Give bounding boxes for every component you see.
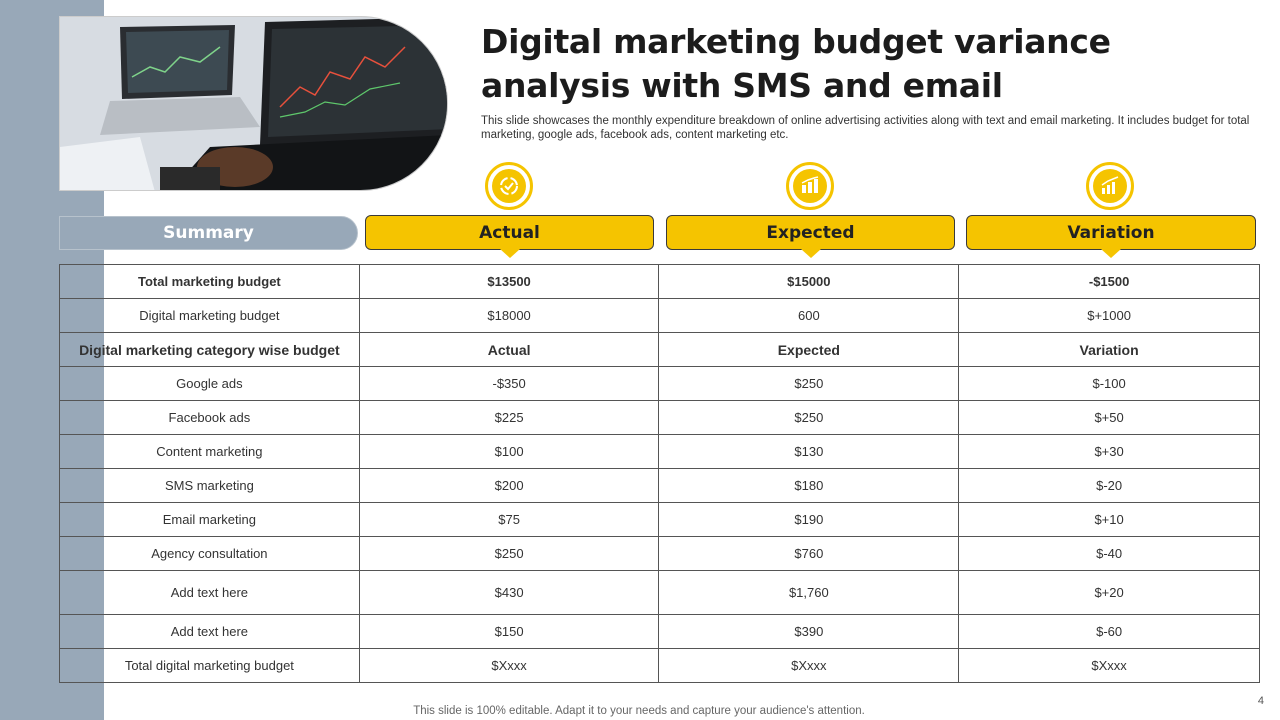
laptop-photo xyxy=(59,16,448,191)
table-cell: $15000 xyxy=(658,264,960,299)
table-row: Content marketing $100 $130 $+30 xyxy=(59,434,1260,469)
table-cell: $+20 xyxy=(958,570,1260,615)
table-cell: $130 xyxy=(658,434,960,469)
table-cell: $-60 xyxy=(958,614,1260,649)
table-row: Total marketing budget $13500 $15000 -$1… xyxy=(59,264,1260,299)
table-cell: $13500 xyxy=(358,264,660,299)
table-cell: $18000 xyxy=(358,298,660,333)
table-row: Agency consultation $250 $760 $-40 xyxy=(59,536,1260,571)
table-cell: $Xxxx xyxy=(958,648,1260,683)
table-cell: $430 xyxy=(358,570,660,615)
table-cell: $+50 xyxy=(958,400,1260,435)
table-row: Google ads -$350 $250 $-100 xyxy=(59,366,1260,401)
table-cell: -$350 xyxy=(358,366,660,401)
table-row: Digital marketing budget $18000 600 $+10… xyxy=(59,298,1260,333)
table-cell: Add text here xyxy=(59,570,360,615)
table-cell: $+1000 xyxy=(958,298,1260,333)
table-subheader-row: Digital marketing category wise budget A… xyxy=(59,332,1260,367)
table-cell: Actual xyxy=(358,332,660,367)
summary-label: Summary xyxy=(59,216,358,250)
actual-pointer xyxy=(499,249,520,258)
expected-header-label: Expected xyxy=(766,222,855,243)
table-cell: $390 xyxy=(658,614,960,649)
table-cell: Expected xyxy=(658,332,960,367)
table-cell: $250 xyxy=(658,400,960,435)
variation-header: Variation xyxy=(966,215,1256,258)
expected-pointer xyxy=(800,249,821,258)
table-row: Facebook ads $225 $250 $+50 xyxy=(59,400,1260,435)
growth-bars-icon xyxy=(1086,162,1134,210)
slide-title: Digital marketing budget variance analys… xyxy=(481,22,1111,105)
table-cell: $100 xyxy=(358,434,660,469)
variation-header-label: Variation xyxy=(1067,222,1155,243)
table-cell: $+30 xyxy=(958,434,1260,469)
table-cell: Digital marketing category wise budget xyxy=(59,332,360,367)
table-cell: Content marketing xyxy=(59,434,360,469)
table-cell: $75 xyxy=(358,502,660,537)
table-cell: $1,760 xyxy=(658,570,960,615)
expected-header: Expected xyxy=(666,215,955,258)
table-cell: $225 xyxy=(358,400,660,435)
table-cell: Facebook ads xyxy=(59,400,360,435)
chart-report-icon xyxy=(786,162,834,210)
table-cell: 600 xyxy=(658,298,960,333)
table-cell: $200 xyxy=(358,468,660,503)
table-cell: $150 xyxy=(358,614,660,649)
table-cell: $Xxxx xyxy=(658,648,960,683)
slide-subtitle: This slide showcases the monthly expendi… xyxy=(481,115,1250,141)
table-cell: $250 xyxy=(658,366,960,401)
table-cell: $190 xyxy=(658,502,960,537)
table-cell: $Xxxx xyxy=(358,648,660,683)
table-cell: Total digital marketing budget xyxy=(59,648,360,683)
table-cell: $-20 xyxy=(958,468,1260,503)
table-cell: Agency consultation xyxy=(59,536,360,571)
table-cell: $250 xyxy=(358,536,660,571)
table-row: Add text here $430 $1,760 $+20 xyxy=(59,570,1260,615)
table-cell: $+10 xyxy=(958,502,1260,537)
check-target-icon xyxy=(485,162,533,210)
footer-note: This slide is 100% editable. Adapt it to… xyxy=(413,705,865,717)
table-cell: -$1500 xyxy=(958,264,1260,299)
variation-pointer xyxy=(1101,249,1121,258)
table-row: SMS marketing $200 $180 $-20 xyxy=(59,468,1260,503)
budget-table: Total marketing budget $13500 $15000 -$1… xyxy=(59,264,1260,683)
table-cell: Email marketing xyxy=(59,502,360,537)
actual-header-label: Actual xyxy=(479,222,540,243)
table-cell: Add text here xyxy=(59,614,360,649)
table-cell: Variation xyxy=(958,332,1260,367)
table-cell: Digital marketing budget xyxy=(59,298,360,333)
table-cell: $-40 xyxy=(958,536,1260,571)
table-cell: SMS marketing xyxy=(59,468,360,503)
table-row: Total digital marketing budget $Xxxx $Xx… xyxy=(59,648,1260,683)
table-row: Email marketing $75 $190 $+10 xyxy=(59,502,1260,537)
table-cell: Google ads xyxy=(59,366,360,401)
table-cell: $760 xyxy=(658,536,960,571)
table-cell: $180 xyxy=(658,468,960,503)
page-number: 4 xyxy=(1257,695,1264,707)
actual-header: Actual xyxy=(365,215,654,258)
table-cell: $-100 xyxy=(958,366,1260,401)
table-cell: Total marketing budget xyxy=(59,264,360,299)
table-row: Add text here $150 $390 $-60 xyxy=(59,614,1260,649)
